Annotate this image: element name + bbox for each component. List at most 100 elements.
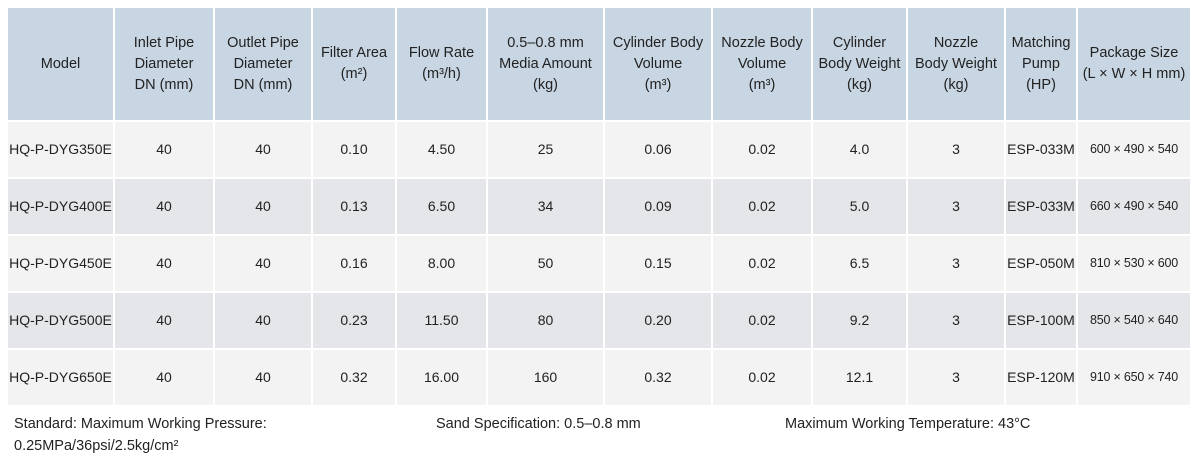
table-cell: 160: [488, 350, 605, 407]
table-cell: 3: [908, 122, 1006, 179]
header-line: (m²): [340, 66, 368, 82]
table-cell: 0.20: [605, 293, 713, 350]
header-line: Nozzle: [933, 34, 979, 51]
table-cell: 3: [908, 350, 1006, 407]
header-cell: Inlet Pipe Diameter DN (mm): [115, 8, 215, 122]
header-line: (L × W × H mm): [1082, 66, 1186, 82]
header-line: Pump: [1022, 55, 1060, 72]
note-line: Sand Specification: 0.5–0.8 mm: [436, 416, 641, 432]
table-cell: 850 × 540 × 640: [1078, 293, 1192, 350]
header-line: Body Weight: [915, 55, 997, 72]
table-cell: 4.0: [813, 122, 908, 179]
table-cell: 0.23: [313, 293, 397, 350]
table-cell: 25: [488, 122, 605, 179]
table-cell: 6.50: [397, 179, 488, 236]
table-cell: 40: [215, 122, 313, 179]
header-line: Inlet Pipe: [133, 34, 195, 51]
header-line: Outlet Pipe: [227, 34, 299, 51]
table-cell: ESP-120M: [1006, 350, 1078, 407]
footer-note: Standard: Maximum Working Pressure: 0.25M…: [14, 413, 267, 457]
table-cell: ESP-100M: [1006, 293, 1078, 350]
table-cell: 910 × 650 × 740: [1078, 350, 1192, 407]
table-cell: 12.1: [813, 350, 908, 407]
table-cell: 0.32: [605, 350, 713, 407]
table-cell: 40: [215, 179, 313, 236]
header-line: Diameter: [233, 55, 293, 72]
table-cell: 34: [488, 179, 605, 236]
table-cell: 0.06: [605, 122, 713, 179]
header-line: Cylinder Body: [612, 34, 704, 51]
table-cell: ESP-033M: [1006, 122, 1078, 179]
header-cell: Cylinder Body Weight (kg): [813, 8, 908, 122]
table-cell: 0.02: [713, 293, 813, 350]
table-cell: HQ-P-DYG650E: [8, 350, 115, 407]
table-cell: ESP-033M: [1006, 179, 1078, 236]
table-cell: 0.15: [605, 236, 713, 293]
table-cell: 0.16: [313, 236, 397, 293]
header-line: Filter Area: [320, 45, 388, 61]
table-cell: 3: [908, 179, 1006, 236]
header-line: Cylinder: [832, 34, 887, 51]
header-line: Model: [40, 55, 81, 72]
header-line: 0.5–0.8 mm: [507, 34, 584, 51]
table-cell: 40: [215, 236, 313, 293]
table-cell: 4.50: [397, 122, 488, 179]
table-cell: 3: [908, 236, 1006, 293]
header-cell: Model: [8, 8, 115, 122]
table-cell: 80: [488, 293, 605, 350]
table-cell: 0.02: [713, 350, 813, 407]
header-line: Package Size: [1089, 45, 1179, 61]
table-cell: HQ-P-DYG450E: [8, 236, 115, 293]
header-cell: Package Size (L × W × H mm): [1078, 8, 1192, 122]
header-cell: 0.5–0.8 mm Media Amount (kg): [488, 8, 605, 122]
header-line: Body Weight: [818, 55, 901, 72]
table-cell: ESP-050M: [1006, 236, 1078, 293]
table-cell: 660 × 490 × 540: [1078, 179, 1192, 236]
table-cell: 810 × 530 × 600: [1078, 236, 1192, 293]
table-cell: 50: [488, 236, 605, 293]
header-cell: Outlet Pipe Diameter DN (mm): [215, 8, 313, 122]
table-cell: HQ-P-DYG350E: [8, 122, 115, 179]
header-cell: Nozzle Body Volume (m³): [713, 8, 813, 122]
header-line: Volume: [737, 55, 787, 72]
header-line: (kg): [533, 76, 558, 93]
table-cell: 40: [115, 122, 215, 179]
table-cell: 0.32: [313, 350, 397, 407]
table-cell: 5.0: [813, 179, 908, 236]
table-cell: 40: [115, 293, 215, 350]
header-line: Matching: [1011, 34, 1071, 51]
footer-note: Maximum Working Temperature: 43°C: [785, 413, 1030, 435]
table-cell: 40: [115, 179, 215, 236]
header-line: (m³): [644, 76, 672, 93]
header-line: Media Amount: [499, 55, 592, 72]
header-line: (HP): [1026, 76, 1056, 93]
note-line: Standard: Maximum Working Pressure:: [14, 416, 267, 432]
header-line: Diameter: [134, 55, 194, 72]
header-cell: Nozzle Body Weight (kg): [908, 8, 1006, 122]
header-line: (kg): [847, 76, 872, 93]
table-cell: 0.02: [713, 236, 813, 293]
table-cell: 8.00: [397, 236, 488, 293]
table-cell: 3: [908, 293, 1006, 350]
header-cell: Matching Pump (HP): [1006, 8, 1078, 122]
header-line: DN (mm): [233, 76, 293, 93]
header-line: (kg): [943, 76, 969, 93]
table-cell: 0.13: [313, 179, 397, 236]
table-cell: 16.00: [397, 350, 488, 407]
table-cell: 6.5: [813, 236, 908, 293]
table-cell: 600 × 490 × 540: [1078, 122, 1192, 179]
table-cell: HQ-P-DYG400E: [8, 179, 115, 236]
table-cell: 9.2: [813, 293, 908, 350]
header-line: Volume: [633, 55, 683, 72]
header-line: DN (mm): [134, 76, 194, 93]
header-line: (m³): [748, 76, 776, 93]
note-line: Maximum Working Temperature: 43°C: [785, 416, 1031, 432]
table-cell: 40: [115, 350, 215, 407]
table-cell: 0.02: [713, 179, 813, 236]
table-cell: 40: [115, 236, 215, 293]
note-line: 0.25MPa/36psi/2.5kg/cm²: [14, 438, 179, 454]
table-cell: 0.09: [605, 179, 713, 236]
table-cell: 11.50: [397, 293, 488, 350]
header-line: Nozzle Body: [721, 34, 803, 51]
